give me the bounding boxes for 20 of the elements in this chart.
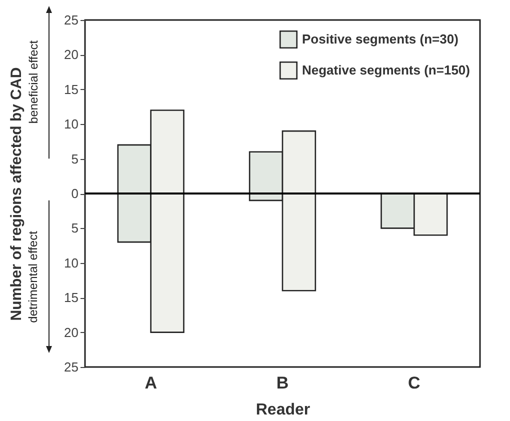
y-tick-label: 20 [64,324,78,340]
y-tick-label: 10 [64,255,78,270]
legend-label: Positive segments (n=30) [302,32,458,46]
x-tick-label: B [276,374,289,392]
y-tick-label: 15 [64,82,78,97]
y-tick-label: 20 [64,47,78,62]
y-tick-label: 25 [64,12,78,28]
y-tick-label: 0 [71,186,78,201]
y-tick-label: 5 [71,220,78,236]
text: beneficial effect [26,40,40,124]
x-tick-label: A [144,374,157,392]
y-tick-label: 10 [64,116,78,132]
y-axis-title: Number of regions affected by CAD [8,67,26,321]
y-tick-label: 15 [64,290,78,306]
y-tick-label: 5 [71,151,78,166]
x-axis-title: Reader [256,402,310,418]
y-tick-label: 25 [64,360,78,374]
text: detrimental effect [26,230,40,323]
legend-label: Negative segments (n=150) [302,62,470,78]
x-tick-label: C [408,374,420,392]
